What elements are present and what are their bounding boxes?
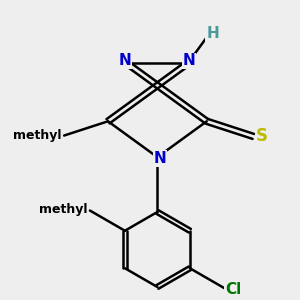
Text: N: N — [154, 151, 167, 166]
Text: S: S — [256, 128, 268, 146]
Text: methyl: methyl — [38, 202, 87, 216]
Text: H: H — [206, 26, 219, 41]
Text: Cl: Cl — [225, 282, 241, 297]
Text: methyl: methyl — [13, 129, 61, 142]
Text: N: N — [118, 53, 131, 68]
Text: N: N — [183, 53, 196, 68]
